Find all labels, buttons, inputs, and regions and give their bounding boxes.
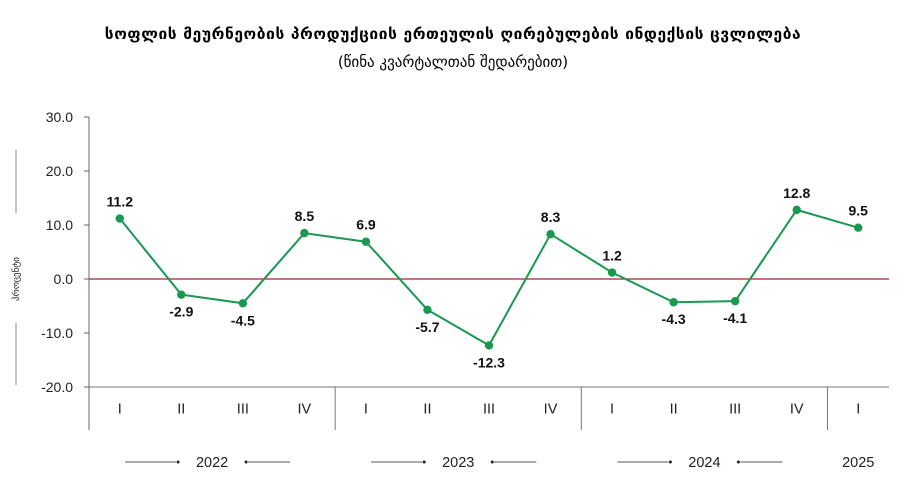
data-label: 1.2 <box>602 248 622 264</box>
data-point <box>423 305 432 314</box>
data-point <box>730 296 740 306</box>
data-point <box>792 205 801 215</box>
x-category-label: IV <box>298 402 312 418</box>
data-point <box>484 341 494 350</box>
x-category-label: III <box>729 402 741 418</box>
y-tick-label: 10.0 <box>46 217 73 233</box>
data-label: 11.2 <box>107 194 134 210</box>
x-category-label: I <box>118 402 122 418</box>
chart-subtitle: (წინა კვარტალთან შედარებით) <box>338 53 568 71</box>
year-bracket-left-dot <box>176 460 180 464</box>
x-category-label: IV <box>544 402 558 418</box>
data-point <box>238 299 248 308</box>
y-tick-label: -10.0 <box>41 325 73 341</box>
x-category-label: IV <box>790 402 804 418</box>
data-point <box>177 290 186 299</box>
x-category-label: II <box>423 402 431 418</box>
y-axis-label: პროცენტი <box>11 257 22 301</box>
year-bracket-left-dot <box>668 460 672 464</box>
data-label: 8.5 <box>295 208 315 224</box>
x-category-label: I <box>610 402 614 418</box>
chart-title: სოფლის მეურნეობის პროდუქციის ერთეულის ღი… <box>105 25 801 43</box>
y-tick-label: 0.0 <box>54 271 74 287</box>
y-tick-label: 30.0 <box>46 109 73 125</box>
year-bracket-right-dot <box>736 460 740 464</box>
year-label: 2023 <box>442 455 474 471</box>
data-point <box>854 223 863 232</box>
y-tick-label: -20.0 <box>41 379 73 395</box>
year-label: 2024 <box>688 455 720 471</box>
data-label: -4.5 <box>231 312 255 328</box>
data-label: -2.9 <box>169 304 193 320</box>
x-category-label: II <box>177 402 185 418</box>
data-label: 6.9 <box>356 217 376 233</box>
data-point <box>669 298 678 307</box>
data-point <box>361 237 371 246</box>
axes-layer: 30.020.010.00.0-10.0-20.0I II III IV I II III I… <box>41 109 889 471</box>
data-point <box>115 214 124 223</box>
y-tick-label: 20.0 <box>46 163 73 179</box>
data-label: -4.3 <box>662 311 686 327</box>
x-category-label: III <box>237 402 249 418</box>
x-category-label: I <box>856 402 860 418</box>
data-point <box>607 268 617 277</box>
year-label: 2025 <box>842 455 874 471</box>
year-bracket-right-dot <box>244 460 248 464</box>
x-category-label: III <box>483 402 495 418</box>
data-label: -5.7 <box>415 319 439 335</box>
data-label: 12.8 <box>783 185 810 201</box>
x-category-label: I <box>364 402 368 418</box>
data-point <box>300 228 309 238</box>
data-label: -12.3 <box>473 354 505 370</box>
labels-layer: 11.2 -2.9 -4.5 8.5 6.9 -5.7 -12.3 8.3 1.2 -4.3 -4.… <box>107 185 869 371</box>
data-label: -4.1 <box>723 310 747 326</box>
data-label: 9.5 <box>848 203 868 219</box>
year-bracket-left-dot <box>422 460 426 464</box>
x-category-label: II <box>670 402 678 418</box>
data-label: 8.3 <box>541 209 561 225</box>
year-label: 2022 <box>196 455 228 471</box>
data-point <box>546 229 555 239</box>
year-bracket-right-dot <box>490 460 494 464</box>
series-layer <box>115 205 863 350</box>
